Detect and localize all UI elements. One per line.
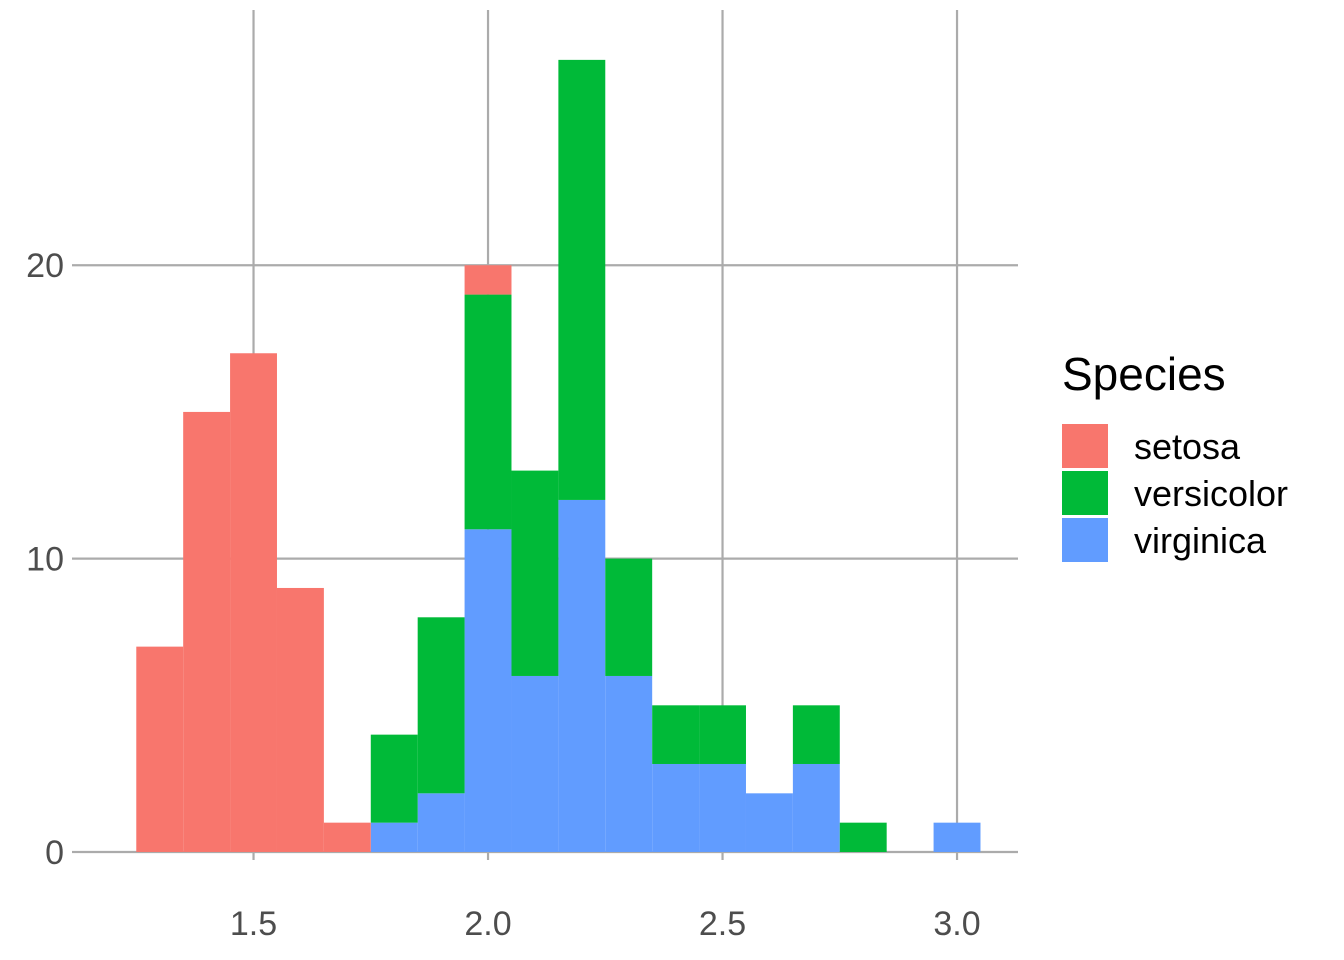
legend-key-setosa — [1062, 424, 1108, 468]
y-tick-label: 10 — [26, 541, 64, 579]
histogram-bar-virginica — [933, 822, 981, 852]
histogram-bar-versicolor — [511, 470, 559, 676]
histogram-bars — [136, 59, 981, 852]
histogram-bar-setosa — [136, 646, 184, 852]
x-tick-label: 3.0 — [933, 905, 980, 943]
x-tick-label: 2.0 — [464, 905, 511, 943]
histogram-bar-setosa — [230, 353, 277, 852]
histogram-bar-virginica — [417, 793, 465, 852]
histogram-bar-setosa — [276, 587, 324, 852]
y-tick-label: 0 — [45, 834, 64, 872]
legend-label-virginica: virginica — [1134, 520, 1267, 561]
histogram-bar-versicolor — [792, 705, 840, 764]
histogram-bar-versicolor — [652, 705, 700, 764]
histogram-bar-virginica — [652, 763, 700, 852]
histogram-bar-versicolor — [370, 734, 418, 823]
legend-label-setosa: setosa — [1134, 426, 1241, 467]
legend-title: Species — [1062, 348, 1226, 400]
histogram-bar-setosa — [183, 411, 231, 852]
histogram-bar-versicolor — [699, 705, 746, 764]
histogram-bar-versicolor — [417, 617, 465, 794]
legend: Species setosa versicolor virginica — [1062, 348, 1288, 562]
histogram-bar-virginica — [370, 822, 418, 852]
legend-key-versicolor — [1062, 471, 1108, 515]
y-tick-label: 20 — [26, 247, 64, 285]
histogram-bar-setosa — [323, 822, 371, 852]
histogram-bar-virginica — [605, 675, 653, 852]
histogram-bar-virginica — [464, 529, 512, 852]
histogram-bar-versicolor — [839, 822, 887, 852]
legend-key-virginica — [1062, 518, 1108, 562]
histogram-bar-versicolor — [605, 558, 653, 676]
histogram-bar-versicolor — [558, 59, 606, 500]
histogram-bar-versicolor — [464, 294, 512, 530]
histogram-bar-setosa — [464, 265, 512, 295]
x-tick-label: 2.5 — [699, 905, 746, 943]
axes: 1.5 2.0 2.5 3.0 0 10 20 — [26, 247, 980, 943]
histogram-bar-virginica — [699, 763, 746, 852]
legend-label-versicolor: versicolor — [1134, 473, 1288, 514]
histogram-bar-virginica — [792, 763, 840, 852]
histogram-bar-virginica — [511, 675, 559, 852]
histogram-bar-virginica — [745, 793, 793, 852]
x-tick-label: 1.5 — [230, 905, 277, 943]
histogram-bar-virginica — [558, 499, 606, 852]
